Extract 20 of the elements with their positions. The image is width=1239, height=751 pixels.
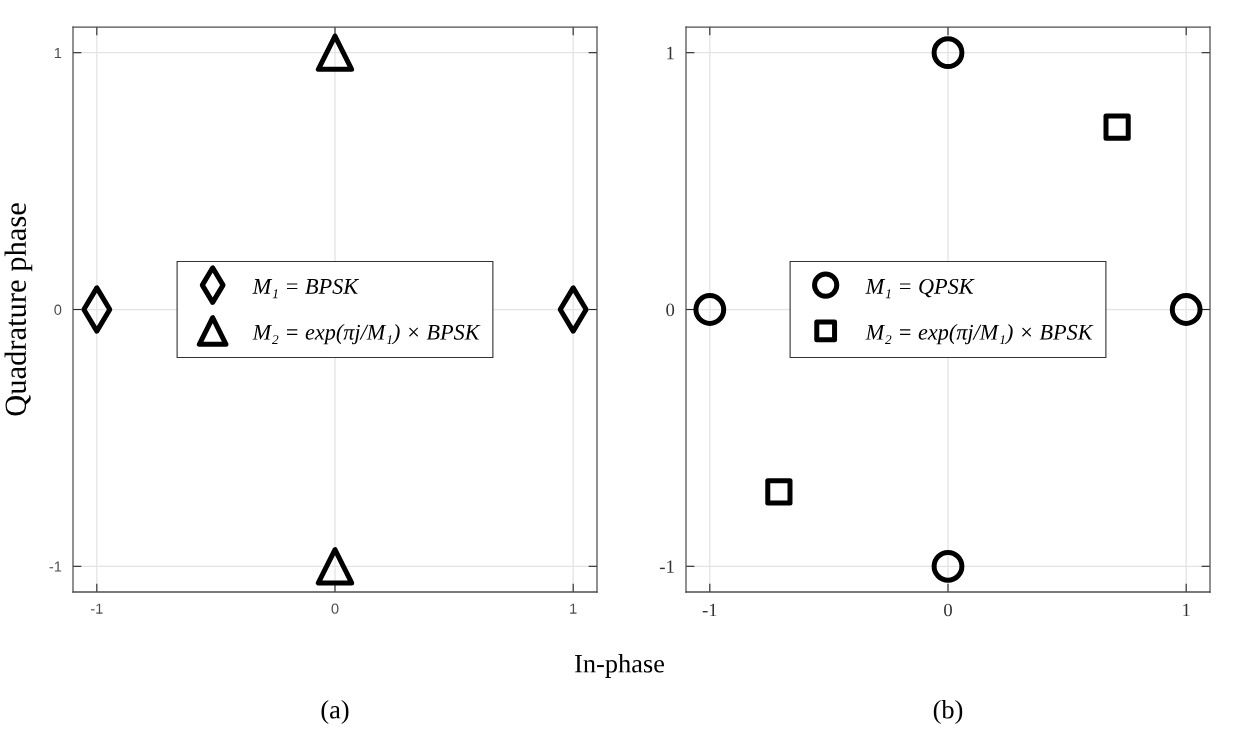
x-tick-label: 1 (570, 603, 577, 614)
legend-label: M₂ = exp(πj/M₁) × BPSK (252, 324, 481, 345)
y-tick-label: -1 (659, 560, 674, 573)
x-tick-label: -1 (90, 603, 103, 614)
x-axis-title: In-phase (575, 654, 665, 678)
legend-label: M₁ = QPSK (865, 278, 975, 299)
x-tick-label: 1 (1183, 603, 1190, 617)
y-tick-label: -1 (49, 561, 62, 572)
x-tick-label: 0 (944, 603, 952, 617)
x-tick-label: -1 (702, 603, 717, 617)
x-tick-label: 0 (331, 603, 339, 614)
text: (b) (933, 700, 963, 724)
y-axis-title: Quadrature phase (4, 203, 33, 416)
y-tick-label: 1 (667, 46, 674, 60)
legend-label: M₁ = BPSK (252, 278, 360, 299)
y-tick-label: 0 (54, 304, 62, 315)
legend-label: M₂ = exp(πj/M₁) × BPSK (865, 324, 1094, 345)
text: (a) (321, 700, 349, 724)
y-tick-label: 1 (54, 47, 62, 58)
y-tick-label: 0 (666, 303, 675, 317)
